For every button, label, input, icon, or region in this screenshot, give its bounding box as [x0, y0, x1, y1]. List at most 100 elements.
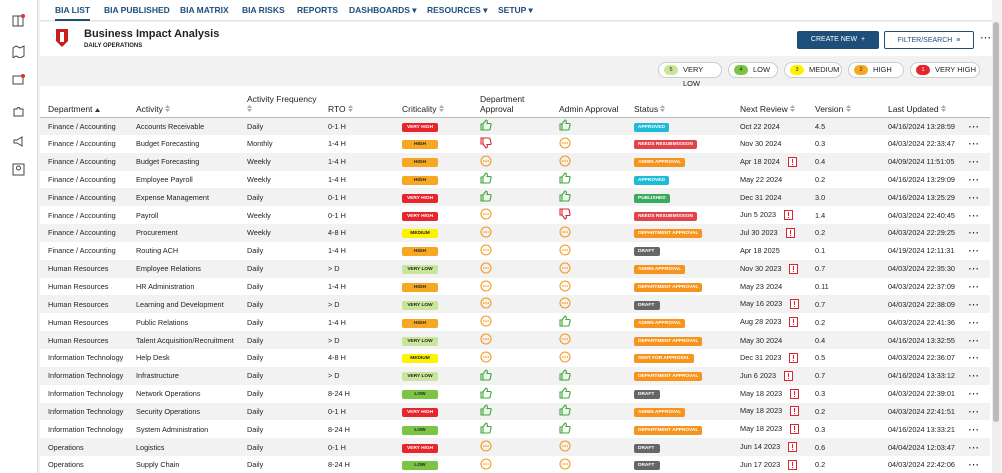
table-row[interactable]: Finance / Accounting Accounts Receivable D… — [40, 117, 990, 135]
puzzle-icon[interactable] — [12, 105, 25, 118]
table-row[interactable]: Information Technology Help Desk Daily 4-8 … — [40, 349, 990, 367]
table-row[interactable]: Information Technology Infrastructure Dail… — [40, 366, 990, 385]
cell-dept-approval — [472, 402, 551, 421]
nav-tab-label: BIA MATRIX — [180, 5, 229, 15]
cell-last-updated: 04/04/2024 12:03:47 — [880, 438, 960, 457]
row-menu[interactable]: ⋯ — [968, 459, 979, 472]
column-header[interactable]: Criticality — [394, 86, 472, 118]
column-header[interactable]: Status — [626, 86, 732, 118]
map-icon[interactable] — [12, 45, 25, 58]
cell-admin-approval — [551, 224, 626, 242]
table-row[interactable]: Finance / Accounting Routing ACH Daily 1-4 … — [40, 242, 990, 260]
table-row[interactable]: Finance / Accounting Procurement Weekly 4-8… — [40, 224, 990, 242]
column-header[interactable]: Department — [40, 86, 128, 118]
sort-icon[interactable] — [438, 104, 444, 112]
nav-tab[interactable]: SETUP ▾ — [498, 5, 533, 16]
sort-icon[interactable] — [348, 104, 354, 112]
row-menu[interactable]: ⋯ — [968, 316, 979, 329]
row-menu[interactable]: ⋯ — [960, 224, 990, 242]
sort-icon[interactable] — [845, 104, 851, 112]
column-header[interactable]: Activity Frequency — [239, 86, 320, 118]
thumbs-up — [559, 172, 571, 185]
nav-tab[interactable]: BIA MATRIX — [180, 5, 229, 15]
pending-icon — [559, 297, 571, 309]
nav-tab[interactable]: BIA PUBLISHED — [104, 5, 170, 15]
table-row[interactable]: Information Technology System Administrat… — [40, 420, 990, 438]
table-row[interactable]: Finance / Accounting Expense Management Da… — [40, 188, 990, 207]
row-menu[interactable]: ⋯ — [968, 388, 979, 401]
column-header[interactable]: Version — [807, 86, 880, 118]
column-header[interactable]: Admin Approval — [551, 86, 626, 118]
cell-last-updated: 04/03/2024 22:36:07 — [888, 353, 955, 363]
row-menu[interactable]: ⋯ — [968, 281, 979, 294]
sort-icon[interactable] — [790, 104, 796, 112]
column-header[interactable]: Next Review — [732, 86, 807, 118]
criticality-badge: VERY HIGH — [402, 122, 438, 132]
nav-tab[interactable]: REPORTS — [297, 5, 338, 15]
thumbs-down — [480, 137, 492, 149]
scroll-thumb[interactable] — [993, 22, 999, 422]
column-header[interactable]: RTO — [320, 86, 394, 118]
sort-icon[interactable] — [940, 104, 946, 112]
nav-tab[interactable]: RESOURCES ▾ — [427, 5, 487, 16]
table-row[interactable]: Human Resources Talent Acquisition/Recrui… — [40, 331, 990, 349]
row-menu[interactable]: ⋯ — [960, 259, 990, 278]
table-row[interactable]: Finance / Accounting Employee Payroll Week… — [40, 171, 990, 189]
row-menu[interactable]: ⋯ — [968, 173, 979, 186]
sort-asc-icon[interactable] — [94, 107, 100, 112]
cell-dept-approval — [472, 313, 551, 331]
nav-tab[interactable]: BIA LIST — [55, 5, 91, 21]
column-header[interactable]: Activity — [128, 86, 239, 118]
table-row[interactable]: Human Resources Learning and Development D… — [40, 295, 990, 314]
row-menu[interactable]: ⋯ — [968, 423, 979, 436]
contact-icon[interactable] — [12, 163, 25, 176]
cell-admin-approval — [551, 171, 626, 189]
table-row[interactable]: Human Resources Public Relations Daily 1-4 … — [40, 313, 990, 331]
row-menu[interactable]: ⋯ — [960, 117, 990, 135]
cell-department: Finance / Accounting — [40, 117, 128, 135]
column-label: Department Approval — [480, 93, 525, 114]
row-menu[interactable]: ⋯ — [960, 331, 990, 349]
row-menu[interactable]: ⋯ — [968, 138, 979, 151]
column-header[interactable]: Last Updated — [880, 86, 960, 118]
monitor-icon[interactable] — [12, 74, 25, 87]
sort-icon[interactable] — [165, 104, 171, 112]
table-row[interactable]: Finance / Accounting Budget Forecasting Mo… — [40, 135, 990, 153]
legend-label: VERY HIGH — [935, 65, 976, 74]
sort-icon[interactable] — [247, 104, 252, 112]
table-row[interactable]: Finance / Accounting Budget Forecasting We… — [40, 152, 990, 171]
table-row[interactable]: Operations Logistics Daily 0-1 H VERY HIGH DR… — [40, 438, 990, 457]
scrollbar[interactable] — [992, 22, 1000, 473]
row-menu[interactable]: ⋯ — [968, 352, 979, 365]
create-button[interactable]: CREATE NEW + — [797, 31, 879, 49]
row-menu[interactable]: ⋯ — [960, 402, 990, 421]
cell-admin-approval — [551, 420, 626, 438]
cell-status: NEEDS RESUBMISSION — [626, 135, 732, 153]
row-menu[interactable]: ⋯ — [968, 209, 979, 222]
row-menu[interactable]: ⋯ — [960, 295, 990, 314]
row-menu[interactable]: ⋯ — [960, 438, 990, 457]
cell-last-updated: 04/16/2024 13:25:29 — [880, 188, 960, 207]
cell-activity: Routing ACH — [136, 246, 179, 256]
table-row[interactable]: Information Technology Network Operations… — [40, 385, 990, 403]
table-row[interactable]: Information Technology Security Operation… — [40, 402, 990, 421]
home-icon[interactable] — [12, 14, 25, 27]
cell-last-updated: 04/16/2024 13:33:21 — [888, 424, 955, 434]
table-row[interactable]: Human Resources Employee Relations Daily > … — [40, 259, 990, 278]
table-row[interactable]: Human Resources HR Administration Daily 1-4… — [40, 278, 990, 296]
nav-tab[interactable]: DASHBOARDS ▾ — [349, 5, 417, 16]
column-header[interactable]: Department Approval — [472, 86, 551, 118]
row-menu[interactable]: ⋯ — [960, 366, 990, 385]
cell-next-review: Jun 6 2023 — [732, 366, 807, 385]
row-menu[interactable]: ⋯ — [968, 245, 979, 258]
row-menu[interactable]: ⋯ — [960, 188, 990, 207]
nav-tab[interactable]: BIA RISKS — [242, 5, 285, 15]
table-row[interactable]: Operations Supply Chain Daily 8-24 H LOW DRAF… — [40, 456, 990, 473]
table-row[interactable]: Finance / Accounting Payroll Weekly 0-1 H VE… — [40, 206, 990, 224]
megaphone-icon[interactable] — [12, 135, 25, 148]
more-menu[interactable]: ⋯ — [980, 32, 991, 44]
overdue-flag — [784, 210, 794, 221]
filter-button[interactable]: FILTER/SEARCH ≡ — [884, 31, 974, 49]
sort-icon[interactable] — [660, 104, 666, 112]
row-menu[interactable]: ⋯ — [960, 152, 990, 171]
